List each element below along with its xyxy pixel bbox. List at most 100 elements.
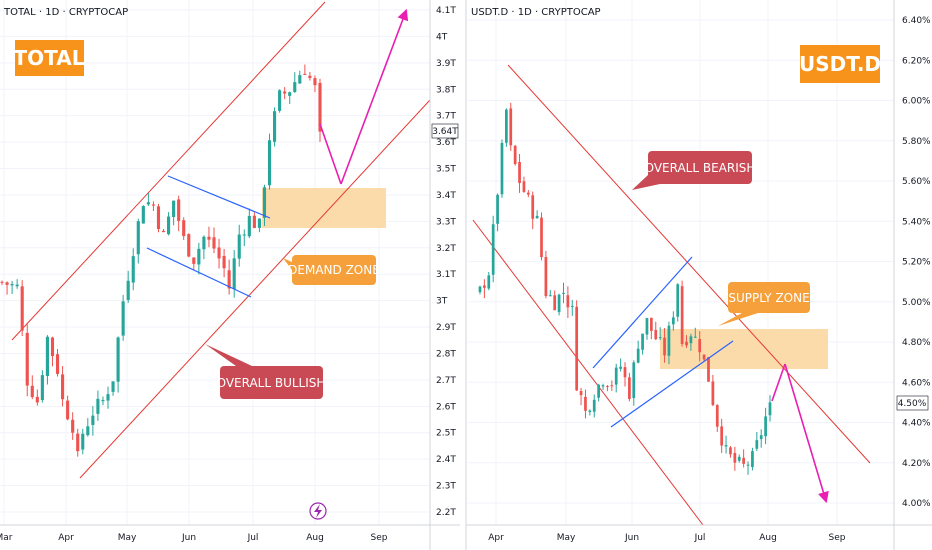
svg-text:OVERALL BEARISH: OVERALL BEARISH — [645, 161, 756, 175]
total-price-tick: 2.7T — [436, 376, 456, 386]
usdt-d-candle — [513, 144, 517, 166]
lightning-icon[interactable] — [309, 502, 327, 520]
total-price-tick: 4T — [436, 32, 448, 42]
usdt-d-candle — [606, 385, 609, 392]
usdt-d-candle — [636, 340, 640, 364]
svg-text:TOTAL: TOTAL — [14, 46, 85, 70]
usdt-d-candle — [579, 387, 583, 406]
total-price-tick: 3.1T — [436, 270, 456, 280]
total-candle — [20, 280, 24, 337]
projection-arrow-up — [771, 363, 786, 402]
total-candle — [308, 71, 312, 81]
usdt-d-price-tick: 4.20% — [902, 459, 931, 469]
usdt-d-candle — [654, 321, 658, 341]
usdt-d-time-tick: Jul — [694, 533, 706, 543]
total-candle — [10, 280, 14, 294]
total-candle — [61, 366, 65, 407]
usdt-d-tag: USDT.D — [799, 45, 881, 83]
total-time-axis[interactable]: Mar Apr May Jun Jul Aug Sep — [0, 533, 388, 543]
usdt-d-candle — [711, 374, 715, 407]
usdt-d-candle — [619, 358, 622, 372]
usdt-d-price-tick: 5.40% — [902, 217, 931, 227]
usdt-d-candle — [531, 191, 535, 230]
usdt-d-candle — [478, 285, 482, 295]
total-candle — [106, 386, 110, 409]
usdt-d-candle — [570, 299, 574, 316]
usdt-d-candle — [698, 331, 702, 362]
usdt-d-time-tick: Apr — [488, 533, 504, 543]
usdt-d-candle — [628, 372, 631, 402]
total-candle — [15, 279, 19, 289]
total-time-tick: Apr — [58, 533, 74, 543]
usdt-d-price-tick: 6.40% — [902, 16, 931, 26]
total-candle — [217, 238, 221, 269]
usdt-d-time-tick: Jun — [624, 533, 639, 543]
total-price-tick: 3.7T — [436, 112, 456, 122]
usdt-d-candle — [755, 432, 759, 451]
total-price-tick: 3.9T — [436, 59, 456, 69]
total-candle — [121, 294, 125, 341]
projection-arrow-down — [784, 363, 829, 504]
total-time-tick: Jun — [181, 533, 196, 543]
usdt-d-candle — [742, 449, 745, 468]
usdt-d-candle — [496, 193, 499, 232]
total-candle — [66, 395, 70, 421]
total-price-tick: 3.4T — [436, 191, 456, 201]
usdt-d-current-price-badge: 4.50% — [896, 395, 929, 411]
total-candle — [283, 87, 287, 100]
total-price-axis[interactable]: 4.1T 4T 3.9T 3.8T 3.7T 3.6T 3.5T 3.4T 3.3T 3.2T 3.… — [436, 6, 456, 518]
total-candle — [101, 396, 105, 406]
total-price-tick: 3.8T — [436, 85, 456, 95]
total-candle — [111, 381, 115, 396]
total-time-tick: Mar — [0, 533, 13, 543]
total-candle — [177, 195, 181, 232]
total-price-tick: 3.2T — [436, 244, 456, 254]
total-candle — [45, 335, 49, 385]
usdt-d-candle — [737, 454, 741, 463]
usdt-d-candle — [557, 293, 561, 316]
usdt-d-candle — [614, 363, 618, 393]
total-candle — [313, 75, 317, 93]
usdt-d-candle — [759, 429, 763, 448]
usdt-d-candle — [720, 418, 724, 453]
supply-zone — [660, 329, 828, 369]
total-price-tick: 3T — [436, 297, 448, 307]
total-candle — [207, 226, 211, 248]
total-candle — [91, 406, 95, 436]
svg-text:DEMAND ZONE: DEMAND ZONE — [288, 263, 380, 277]
total-candle — [257, 218, 261, 233]
usdt-d-candle — [751, 447, 754, 471]
usdt-d-candle — [601, 383, 605, 391]
usdt-d-time-axis[interactable]: Apr May Jun Jul Aug Sep — [488, 533, 846, 543]
flag-lower-line — [146, 247, 252, 298]
svg-text:4.50%: 4.50% — [898, 399, 927, 409]
total-time-tick: Aug — [306, 533, 324, 543]
usdt-d-candle — [584, 389, 587, 419]
usdt-d-candle — [518, 153, 521, 193]
usdt-d-time-tick: Sep — [829, 533, 846, 543]
total-candle — [25, 322, 29, 397]
usdt-d-price-tick: 5.80% — [902, 137, 931, 147]
usdt-d-chart-panel: OVERALL BEARISH SUPPLY ZONE USDT.D USDT.… — [465, 0, 932, 550]
usdt-d-candle — [632, 360, 636, 406]
projection-arrow-up — [340, 8, 409, 185]
total-candle — [116, 336, 120, 393]
usdt-d-candle — [724, 435, 728, 454]
total-candle — [161, 229, 166, 233]
usdt-d-candle — [535, 210, 539, 219]
usdt-d-candle — [702, 354, 706, 362]
total-candle — [212, 227, 216, 254]
usdt-d-candle — [729, 446, 732, 458]
usdt-d-candles — [478, 102, 772, 475]
usdt-d-price-tick: 5.00% — [902, 298, 931, 308]
usdt-d-price-tick: 5.60% — [902, 177, 931, 187]
total-time-tick: May — [118, 533, 137, 543]
channel-upper-line — [507, 64, 871, 464]
total-price-tick: 3.6T — [436, 138, 456, 148]
usdt-d-price-axis[interactable]: 6.40% 6.20% 6.00% 5.80% 5.60% 5.40% 5.20% 5.00%… — [902, 16, 931, 509]
total-candle — [293, 72, 297, 94]
total-price-tick: 2.3T — [436, 482, 456, 492]
usdt-d-candle — [663, 328, 666, 363]
svg-text:USDT.D: USDT.D — [799, 52, 881, 76]
